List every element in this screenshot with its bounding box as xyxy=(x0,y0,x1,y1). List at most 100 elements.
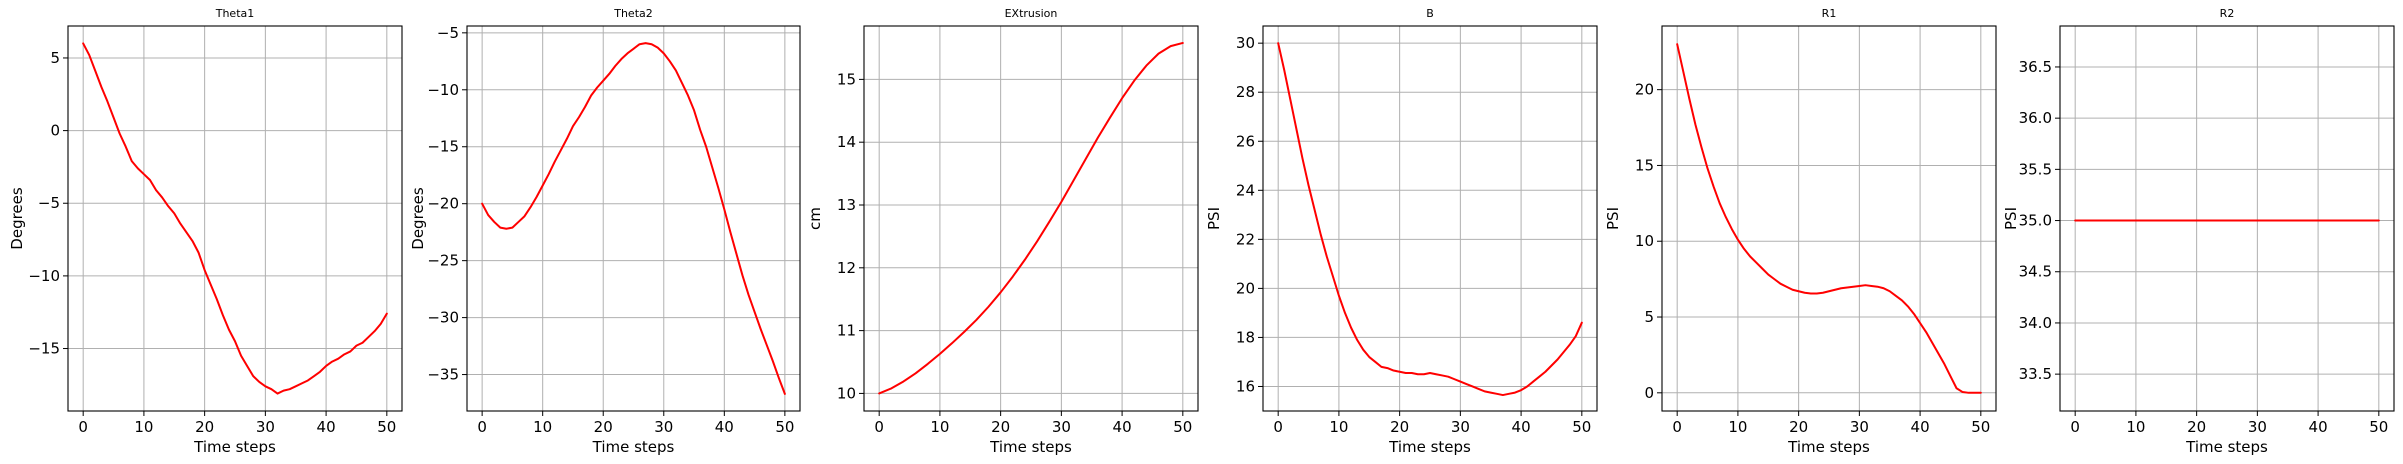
x-tick-label: 10 xyxy=(134,418,153,436)
x-tick-label: 30 xyxy=(654,418,673,436)
subplot-title: B xyxy=(1426,7,1434,20)
x-tick-label: 0 xyxy=(1672,418,1682,436)
y-tick-label: 14 xyxy=(837,133,856,151)
series-line xyxy=(82,42,388,395)
y-tick-label: −35 xyxy=(427,366,459,384)
y-axis-label: PSI xyxy=(1604,207,1622,230)
series-line xyxy=(1676,43,1982,394)
y-tick-label: 36.5 xyxy=(2019,58,2052,76)
plot-frame xyxy=(67,25,403,412)
y-axis-label: Degrees xyxy=(8,187,26,250)
series-line xyxy=(481,42,786,395)
y-tick-label: −20 xyxy=(427,195,459,213)
y-axis-label: Degrees xyxy=(409,187,427,250)
y-tick-label: 36.0 xyxy=(2019,109,2052,127)
x-tick-label: 0 xyxy=(477,418,487,436)
subplot-1: 0 10 20 30 40 50 −5 −10 −15 −20 −25 −30 −35 Theta2 Tim… xyxy=(409,7,801,456)
y-tick-label: 16 xyxy=(1236,377,1255,395)
y-tick-label: −10 xyxy=(28,267,60,285)
x-tick-label: 50 xyxy=(2369,418,2388,436)
x-axis-label: Time steps xyxy=(989,438,1072,456)
subplot-2: 0 10 20 30 40 50 15 14 13 12 11 10 EXtrusion Time ste… xyxy=(806,7,1199,456)
subplot-title: Theta1 xyxy=(215,7,255,20)
x-tick-label: 50 xyxy=(1971,418,1990,436)
plot-frame xyxy=(1262,25,1598,412)
x-axis-label: Time steps xyxy=(193,438,276,456)
y-tick-label: 18 xyxy=(1236,328,1255,346)
y-tick-label: 30 xyxy=(1236,34,1255,52)
y-tick-label: −25 xyxy=(427,252,459,270)
x-tick-label: 50 xyxy=(377,418,396,436)
y-tick-label: 0 xyxy=(50,122,60,140)
x-tick-label: 10 xyxy=(533,418,552,436)
y-tick-label: −5 xyxy=(38,194,60,212)
plot-frame xyxy=(2059,25,2395,412)
x-tick-label: 20 xyxy=(594,418,613,436)
y-tick-label: 24 xyxy=(1236,181,1255,199)
x-axis-label: Time steps xyxy=(592,438,675,456)
y-tick-label: 34.5 xyxy=(2019,263,2052,281)
series-line xyxy=(878,41,1184,395)
y-axis-label: PSI xyxy=(2002,207,2020,230)
x-tick-label: 30 xyxy=(1451,418,1470,436)
x-axis-label: Time steps xyxy=(1388,438,1471,456)
y-axis-label: PSI xyxy=(1205,207,1223,230)
y-tick-label: 10 xyxy=(837,384,856,402)
subplot-5: 0 10 20 30 40 50 36.5 36.0 35.5 35.0 34.5 34.0 33.5 R… xyxy=(2002,7,2395,456)
x-tick-label: 50 xyxy=(1173,418,1192,436)
x-tick-label: 20 xyxy=(991,418,1010,436)
x-tick-label: 20 xyxy=(195,418,214,436)
y-tick-label: −15 xyxy=(427,138,459,156)
x-tick-label: 20 xyxy=(1789,418,1808,436)
y-tick-label: 15 xyxy=(1635,156,1654,174)
x-tick-label: 30 xyxy=(256,418,275,436)
y-tick-label: 5 xyxy=(1644,308,1654,326)
plot-frame xyxy=(1661,25,1997,412)
y-tick-label: 15 xyxy=(837,70,856,88)
x-tick-label: 40 xyxy=(715,418,734,436)
y-tick-label: −5 xyxy=(437,24,459,42)
x-tick-label: 30 xyxy=(1850,418,1869,436)
y-tick-label: 28 xyxy=(1236,83,1255,101)
x-axis-label: Time steps xyxy=(1787,438,1870,456)
y-tick-label: 5 xyxy=(50,49,60,67)
y-tick-label: 0 xyxy=(1644,384,1654,402)
x-tick-label: 0 xyxy=(2070,418,2080,436)
x-tick-label: 40 xyxy=(1113,418,1132,436)
x-tick-label: 20 xyxy=(1390,418,1409,436)
y-tick-label: 26 xyxy=(1236,132,1255,150)
x-tick-label: 40 xyxy=(2309,418,2328,436)
x-tick-label: 50 xyxy=(775,418,794,436)
y-tick-label: 34.0 xyxy=(2019,314,2052,332)
y-tick-label: 13 xyxy=(837,196,856,214)
y-tick-label: −10 xyxy=(427,81,459,99)
x-tick-label: 10 xyxy=(930,418,949,436)
plot-frame xyxy=(466,25,801,412)
x-tick-label: 10 xyxy=(1728,418,1747,436)
x-tick-label: 10 xyxy=(2126,418,2145,436)
y-tick-label: 12 xyxy=(837,259,856,277)
y-tick-label: 35.5 xyxy=(2019,160,2052,178)
subplot-3: 0 10 20 30 40 50 30 28 26 24 22 20 18 16 B Time steps PS… xyxy=(1205,7,1598,456)
y-tick-label: 10 xyxy=(1635,232,1654,250)
y-tick-label: −15 xyxy=(28,340,60,358)
x-tick-label: 0 xyxy=(1273,418,1283,436)
y-tick-label: 35.0 xyxy=(2019,212,2052,230)
y-tick-label: 11 xyxy=(837,322,856,340)
series-line xyxy=(1277,42,1583,397)
x-tick-label: 20 xyxy=(2187,418,2206,436)
x-tick-label: 0 xyxy=(874,418,884,436)
y-axis-label: cm xyxy=(806,207,824,230)
x-tick-label: 30 xyxy=(1052,418,1071,436)
x-tick-label: 0 xyxy=(78,418,88,436)
x-tick-label: 40 xyxy=(317,418,336,436)
x-tick-label: 40 xyxy=(1512,418,1531,436)
y-tick-label: 33.5 xyxy=(2019,365,2052,383)
subplot-title: EXtrusion xyxy=(1005,7,1058,20)
subplot-title: Theta2 xyxy=(613,7,653,20)
y-tick-label: 20 xyxy=(1236,279,1255,297)
x-tick-label: 10 xyxy=(1329,418,1348,436)
